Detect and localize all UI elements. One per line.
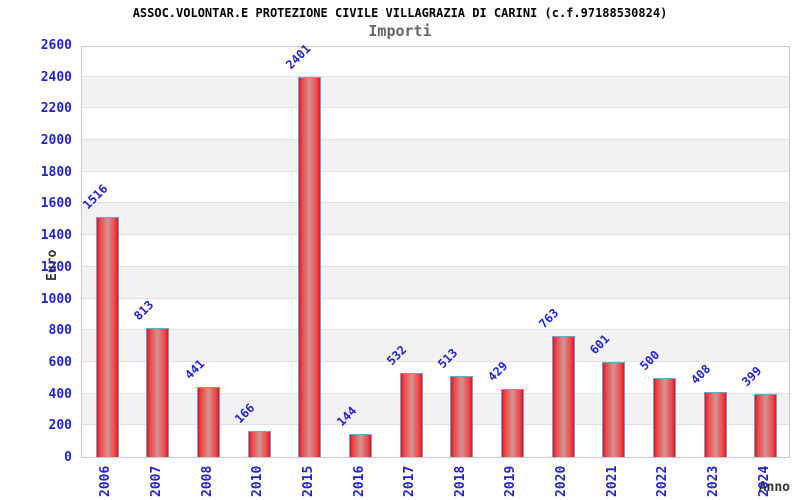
y-tick-label: 0	[64, 450, 72, 465]
bar	[500, 389, 524, 457]
bar	[703, 392, 727, 457]
y-tick-label: 1600	[40, 196, 72, 212]
x-axis-label: Anno	[758, 480, 790, 495]
bar	[399, 372, 423, 457]
x-tick-label: 2021	[604, 465, 620, 497]
x-tick-label: 2020	[554, 465, 570, 497]
grid-band	[82, 330, 789, 362]
x-tick-label: 2015	[300, 465, 316, 497]
y-tick-label: 2600	[40, 38, 72, 53]
bar	[247, 430, 271, 457]
grid-band	[82, 140, 789, 172]
y-tick-label: 2200	[40, 101, 72, 117]
grid-line	[82, 265, 789, 267]
plot-area: 1516 813 441 166 2401 144 532 513 429 763 601 500 40…	[80, 41, 790, 458]
bar	[602, 361, 626, 457]
x-tick-label: 2022	[655, 465, 671, 497]
y-tick-label: 800	[48, 323, 72, 339]
y-tick-label: 200	[48, 418, 72, 434]
bar	[754, 393, 778, 457]
x-tick-label: 2010	[250, 465, 266, 497]
bar-value-label: 763	[536, 305, 562, 332]
grid-line	[82, 202, 789, 204]
bar	[349, 434, 373, 457]
y-tick-label: 2000	[40, 133, 72, 149]
bar	[95, 216, 119, 457]
x-tick-label: 2006	[98, 465, 114, 497]
chart-subtitle: Importi	[368, 22, 432, 40]
grid-band	[82, 393, 789, 426]
x-tick-label: 2017	[402, 465, 418, 497]
bar-value-label: 429	[485, 358, 511, 385]
bar	[146, 328, 170, 457]
grid-line	[82, 107, 789, 109]
chart-title: ASSOC.VOLONTAR.E PROTEZIONE CIVILE VILLA…	[132, 6, 668, 20]
grid-band	[82, 266, 789, 299]
bar-value-label: 813	[131, 297, 157, 324]
grid-line	[82, 329, 789, 331]
grid-line	[82, 75, 789, 77]
y-tick-label: 2400	[40, 69, 72, 85]
y-tick-label: 400	[48, 386, 72, 402]
bar	[551, 336, 575, 457]
x-tick-label: 2018	[452, 465, 468, 497]
y-tick-label: 1200	[40, 259, 72, 275]
bar	[298, 76, 322, 457]
y-tick-label: 1000	[40, 291, 72, 307]
x-tick-label: 2019	[503, 465, 519, 497]
grid-line	[82, 424, 789, 426]
y-tick-label: 600	[48, 354, 72, 370]
x-tick-label: 2007	[148, 465, 164, 497]
grid-line	[82, 392, 789, 394]
x-tick-label: 2024	[756, 465, 772, 497]
grid-band	[82, 203, 789, 236]
bar-value-label: 408	[688, 362, 714, 388]
grid-line	[82, 234, 789, 236]
grid-band	[82, 76, 789, 109]
bar	[197, 387, 221, 457]
grid-line	[82, 297, 789, 299]
bar	[652, 377, 676, 457]
x-tick-label: 2008	[199, 465, 215, 497]
bar-value-label: 2401	[282, 41, 314, 72]
x-tick-label: 2023	[706, 465, 722, 497]
x-tick-label: 2016	[351, 465, 367, 497]
grid-line	[82, 139, 789, 141]
grid-line	[82, 360, 789, 362]
y-tick-label: 1800	[40, 164, 72, 180]
y-tick-label: 1400	[40, 228, 72, 244]
bar-value-label: 399	[738, 363, 765, 389]
bar	[450, 375, 474, 457]
grid-line	[82, 170, 789, 172]
